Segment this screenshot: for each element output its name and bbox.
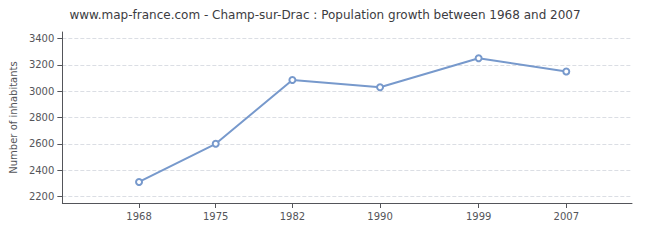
svg-text:2400: 2400 — [29, 165, 54, 176]
svg-text:2200: 2200 — [29, 191, 54, 202]
svg-text:3200: 3200 — [29, 59, 54, 70]
svg-text:3000: 3000 — [29, 86, 54, 97]
svg-text:www.map-france.com - Champ-sur: www.map-france.com - Champ-sur-Drac : Po… — [69, 8, 580, 22]
svg-text:1982: 1982 — [280, 211, 305, 222]
svg-text:2007: 2007 — [554, 211, 579, 222]
svg-text:1975: 1975 — [203, 211, 228, 222]
svg-text:1999: 1999 — [466, 211, 491, 222]
svg-text:2600: 2600 — [29, 138, 54, 149]
svg-text:2800: 2800 — [29, 112, 54, 123]
svg-text:3400: 3400 — [29, 33, 54, 44]
svg-text:1990: 1990 — [367, 211, 392, 222]
svg-text:Number of inhabitants: Number of inhabitants — [8, 61, 19, 173]
svg-text:1968: 1968 — [126, 211, 151, 222]
